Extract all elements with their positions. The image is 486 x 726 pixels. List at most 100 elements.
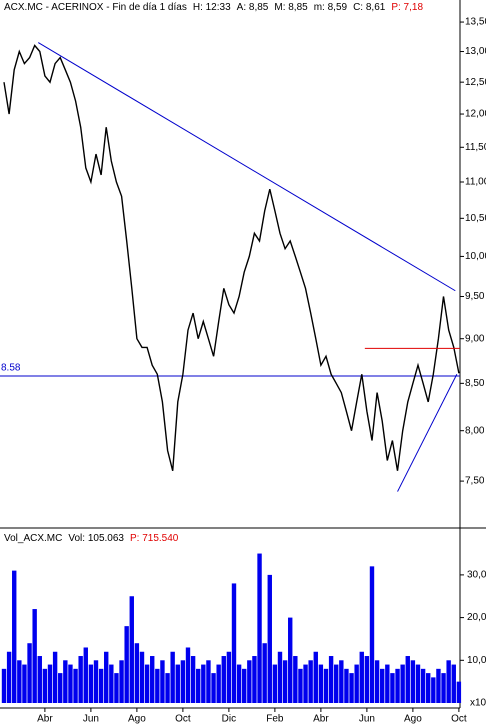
volume-bar: [42, 668, 48, 703]
y-tick-label: 9,00: [465, 333, 485, 344]
volume-bar: [395, 668, 400, 703]
volume-bar: [211, 673, 216, 703]
title: Vol_ACX.MC: [4, 533, 62, 544]
x-tick-label: Oct: [175, 714, 191, 725]
volume-bar: [6, 651, 12, 703]
x-tick-label: Abr: [313, 714, 329, 725]
volume-bar: [323, 668, 329, 703]
info: A: 8,85: [237, 2, 269, 13]
panel-title: Vol_ACX.MC Vol: 105.063 P: 715.540: [4, 533, 179, 544]
x-tick-label: Dic: [222, 714, 236, 725]
volume-bar: [374, 660, 380, 703]
level-label: 8.58: [1, 363, 21, 374]
volume-bar: [298, 668, 303, 703]
volume-bar: [139, 651, 145, 703]
volume-bar: [405, 656, 410, 703]
unit-label: x100: [470, 698, 486, 709]
volume-bar: [201, 664, 206, 703]
volume-bar: [175, 664, 180, 703]
x-tick-label: Jun: [83, 714, 99, 725]
volume-bar: [68, 664, 73, 703]
volume-bar: [344, 668, 349, 703]
volume-bar: [267, 574, 272, 703]
volume-bar: [277, 651, 283, 703]
volume-bar: [313, 651, 318, 703]
y-tick-label: 13,50: [465, 17, 486, 28]
volume-bar: [170, 651, 175, 703]
x-tick-label: Ago: [404, 714, 422, 725]
volume-bar: [364, 656, 370, 703]
volume-bar: [339, 660, 344, 703]
volume-bar: [93, 660, 99, 703]
info: C: 8,61: [353, 2, 386, 13]
volume-bar: [431, 677, 436, 703]
volume-bar: [58, 673, 63, 703]
volume-bar: [32, 609, 37, 703]
y-tick-label: 13,00: [465, 46, 486, 57]
x-tick-label: Jun: [359, 714, 375, 725]
volume-bar: [155, 668, 160, 703]
volume-bar: [206, 660, 211, 703]
volume-bar: [318, 664, 324, 703]
volume-bar: [436, 668, 441, 703]
volume-bar: [410, 660, 416, 703]
volume-bar: [190, 656, 196, 703]
volume-bar: [262, 643, 267, 703]
y-tick-label: 30,0: [467, 570, 486, 581]
y-tick-label: 10,00: [465, 251, 486, 262]
y-tick-label: 8,50: [465, 378, 485, 389]
y-tick-label: 11,00: [465, 177, 486, 188]
volume-bar: [1, 668, 7, 703]
volume-bar: [27, 643, 32, 703]
info: H: 12:33: [193, 2, 231, 13]
volume-bar: [63, 660, 68, 703]
volume-bar: [354, 664, 359, 703]
trend-line: [397, 373, 458, 492]
volume-bar: [17, 660, 22, 703]
volume-bar: [37, 656, 42, 703]
volume-bar: [165, 673, 170, 703]
volume-bar: [420, 668, 426, 703]
volume-bar: [47, 664, 53, 703]
volume-bar: [196, 668, 201, 703]
volume-bar: [114, 673, 119, 703]
volume-bar: [83, 647, 88, 703]
volume-bar: [446, 660, 451, 703]
volume-bar: [451, 664, 456, 703]
volume-bar: [12, 570, 17, 703]
volume-bar: [22, 664, 27, 703]
trend-line: [37, 42, 456, 292]
volume-bar: [134, 643, 140, 703]
volume-bar: [104, 651, 109, 703]
y-tick-label: 10,50: [465, 213, 486, 224]
volume-bar: [293, 656, 298, 703]
y-tick-label: 20,0: [467, 612, 486, 623]
volume-bar: [328, 656, 334, 703]
volume-bar: [308, 660, 313, 703]
volume-bar: [390, 673, 395, 703]
volume-bar: [236, 664, 242, 703]
info: M: 8,85: [274, 2, 308, 13]
volume-bar: [124, 626, 129, 703]
volume-bar: [303, 664, 308, 703]
volume-bar: [415, 664, 421, 703]
volume-bar: [282, 660, 288, 703]
volume-bar: [380, 668, 385, 703]
info: m: 8,59: [314, 2, 348, 13]
volume-bar: [288, 617, 293, 703]
volume-bar: [221, 656, 226, 703]
volume-bar: [160, 660, 165, 703]
info: Vol: 105.063: [68, 533, 124, 544]
volume-bar: [109, 664, 114, 703]
volume-bar: [426, 673, 431, 703]
panel-title: ACX.MC - ACERINOX - Fin de día 1 días H: …: [4, 2, 423, 13]
volume-bar: [226, 651, 232, 703]
volume-bar: [88, 664, 94, 703]
volume-bar: [150, 656, 155, 703]
volume-bar: [385, 664, 390, 703]
volume-bar: [216, 664, 221, 703]
y-tick-label: 8,00: [465, 425, 485, 436]
volume-bar: [257, 553, 262, 703]
